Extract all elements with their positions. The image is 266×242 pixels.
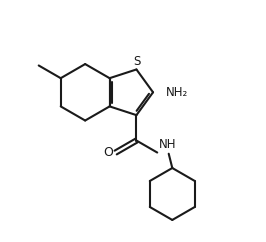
Text: S: S bbox=[133, 54, 140, 68]
Text: NH₂: NH₂ bbox=[166, 86, 188, 99]
Text: NH: NH bbox=[159, 138, 176, 151]
Text: O: O bbox=[103, 146, 113, 159]
